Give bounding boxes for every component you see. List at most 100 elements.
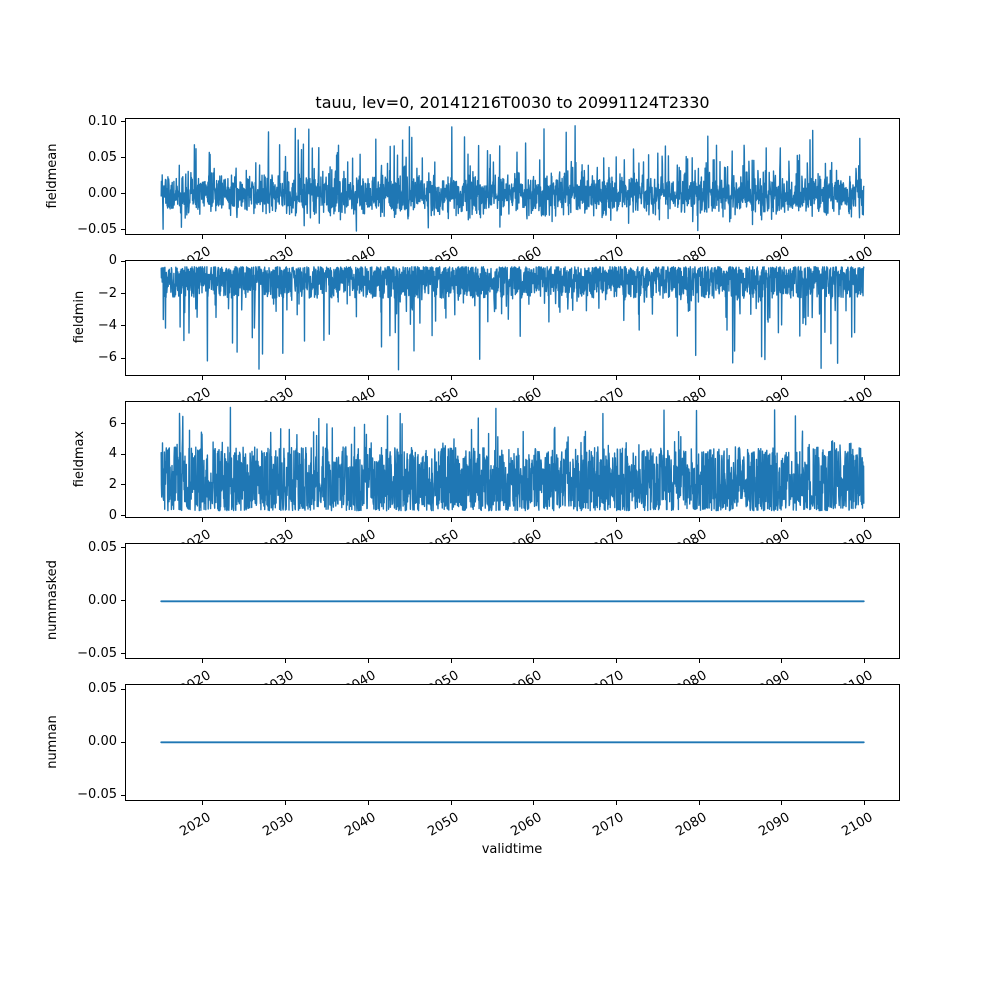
x-tick-mark	[450, 376, 452, 380]
y-tick-label: 0.10	[88, 113, 117, 129]
x-tick-label: 2040	[342, 809, 379, 840]
fieldmean-series-line	[160, 125, 865, 232]
x-tick-mark	[781, 659, 783, 663]
y-tick-mark	[121, 453, 125, 455]
x-tick-mark	[698, 234, 700, 239]
x-tick-mark	[202, 659, 204, 663]
x-tick-mark	[285, 517, 287, 522]
y-tick-mark	[121, 600, 125, 602]
x-tick-mark	[450, 517, 452, 522]
y-tick-label: 0.05	[88, 539, 117, 555]
figure-title: tauu, lev=0, 20141216T0030 to 20991124T2…	[315, 93, 710, 112]
x-tick-mark	[533, 517, 535, 522]
y-tick-mark	[121, 325, 125, 327]
y-tick-mark	[121, 515, 125, 517]
subplot-fieldmin-axes	[125, 259, 900, 376]
x-tick-mark	[533, 659, 535, 663]
x-tick-label: 2090	[756, 809, 793, 840]
x-tick-mark	[450, 659, 452, 663]
subplot-numnan-axes	[125, 684, 900, 801]
y-tick-label: 0	[108, 507, 117, 523]
x-tick-mark	[367, 800, 369, 805]
x-tick-mark	[615, 517, 617, 522]
y-tick-label: 0.05	[88, 681, 117, 697]
y-tick-label: −4	[97, 317, 117, 333]
x-tick-label: 2080	[673, 809, 710, 840]
y-tick-label: 0.00	[88, 592, 117, 608]
subplot-nummasked-axes	[125, 542, 900, 659]
y-tick-mark	[121, 484, 125, 486]
x-tick-mark	[450, 234, 452, 239]
x-tick-mark	[864, 517, 866, 522]
y-tick-label: 6	[108, 415, 117, 431]
x-tick-mark	[367, 234, 369, 239]
x-tick-mark	[202, 517, 204, 522]
x-tick-mark	[450, 800, 452, 805]
x-tick-mark	[698, 376, 700, 380]
x-tick-mark	[533, 234, 535, 239]
y-tick-mark	[121, 260, 125, 262]
x-tick-label: 2030	[259, 809, 297, 840]
x-tick-mark	[202, 234, 204, 239]
y-tick-label: 2	[108, 476, 117, 492]
y-tick-mark	[121, 357, 125, 359]
x-tick-mark	[781, 234, 783, 239]
x-tick-label: 2100	[838, 809, 876, 840]
y-tick-mark	[121, 741, 125, 743]
y-tick-mark	[121, 547, 125, 549]
x-tick-label: 2020	[177, 809, 214, 840]
x-tick-mark	[285, 800, 287, 805]
x-tick-mark	[781, 517, 783, 522]
y-tick-label: 0	[108, 253, 117, 269]
x-tick-mark	[202, 800, 204, 805]
y-tick-mark	[121, 423, 125, 425]
numnan-plot-area	[160, 741, 865, 744]
subplot-fieldmean-axes	[125, 118, 900, 235]
y-tick-label: −2	[97, 285, 117, 301]
x-tick-mark	[285, 659, 287, 663]
y-tick-mark	[121, 157, 125, 159]
x-tick-mark	[864, 234, 866, 239]
x-tick-mark	[615, 234, 617, 239]
fieldmax-series-line	[160, 406, 865, 512]
y-tick-label: 4	[108, 446, 117, 462]
x-tick-mark	[864, 376, 866, 380]
x-tick-mark	[698, 800, 700, 805]
xaxis-label: validtime	[481, 842, 543, 857]
y-tick-mark	[121, 794, 125, 796]
y-tick-label: 0.05	[88, 149, 117, 165]
x-tick-mark	[367, 376, 369, 380]
x-tick-mark	[781, 800, 783, 805]
x-tick-mark	[698, 659, 700, 663]
x-tick-mark	[285, 376, 287, 380]
y-tick-label: 0.00	[88, 185, 117, 201]
y-tick-label: 0.00	[88, 734, 117, 750]
y-tick-mark	[121, 688, 125, 690]
nummasked-plot-area	[160, 599, 865, 602]
x-tick-mark	[864, 659, 866, 663]
x-tick-mark	[615, 659, 617, 663]
x-tick-mark	[615, 800, 617, 805]
y-tick-mark	[121, 653, 125, 655]
x-tick-mark	[781, 376, 783, 380]
x-tick-mark	[864, 800, 866, 805]
y-tick-mark	[121, 121, 125, 123]
x-tick-mark	[698, 517, 700, 522]
x-tick-mark	[367, 659, 369, 663]
y-tick-label: −0.05	[77, 221, 117, 237]
x-tick-mark	[202, 376, 204, 380]
fieldmin-plot-area	[160, 265, 865, 371]
fieldmin-series-line	[160, 265, 865, 371]
y-tick-mark	[121, 193, 125, 195]
subplot-fieldmax-axes	[125, 401, 900, 518]
x-tick-mark	[533, 376, 535, 380]
x-tick-mark	[285, 234, 287, 239]
x-tick-mark	[533, 800, 535, 805]
fieldmax-plot-area	[160, 406, 865, 512]
y-tick-mark	[121, 229, 125, 231]
fieldmean-plot-area	[160, 125, 865, 232]
ylabel-fieldmean: fieldmean	[45, 143, 60, 209]
y-tick-label: −0.05	[77, 645, 117, 661]
x-tick-mark	[615, 376, 617, 380]
